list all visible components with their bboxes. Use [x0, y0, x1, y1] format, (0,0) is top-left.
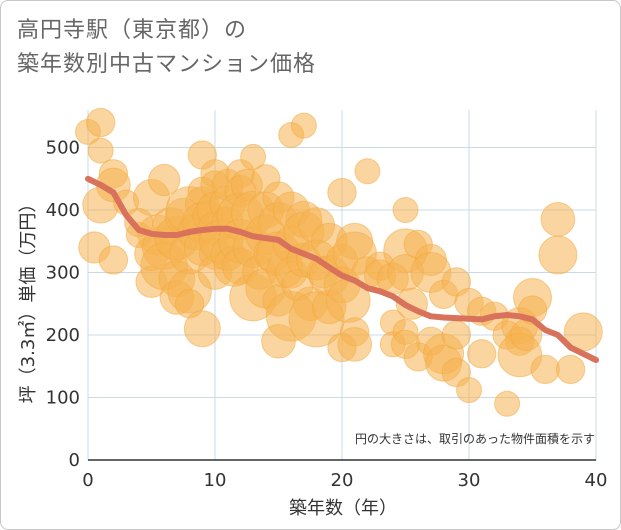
- x-tick-label: 30: [458, 470, 481, 491]
- data-bubble: [327, 177, 357, 208]
- data-bubble: [555, 354, 586, 385]
- data-bubble: [530, 354, 560, 385]
- title-line-2: 築年数別中古マンション価格: [17, 52, 317, 77]
- x-tick-label: 20: [331, 470, 354, 491]
- x-tick-label: 0: [82, 470, 93, 491]
- data-bubble: [240, 143, 267, 170]
- data-bubble: [441, 320, 471, 350]
- bubble-layer: [75, 107, 603, 417]
- y-axis-label: 坪（3.3㎡）単価（万円）: [17, 195, 39, 404]
- bubble-size-note: 円の大きさは、取引のあった物件面積を示す: [355, 431, 595, 446]
- data-bubble: [354, 158, 381, 185]
- data-bubble: [183, 310, 221, 348]
- title-line-1: 高円寺駅（東京都）の: [17, 18, 248, 43]
- data-bubble: [98, 245, 129, 275]
- y-tick-labels: 0 100 200 300 400 500: [46, 138, 80, 472]
- y-tick-label: 100: [46, 388, 80, 409]
- data-bubble: [148, 163, 181, 197]
- y-tick-label: 200: [46, 325, 80, 346]
- x-tick-label: 40: [585, 470, 608, 491]
- trend-line: [85, 175, 599, 363]
- y-tick-label: 400: [46, 200, 80, 221]
- data-bubble: [494, 390, 521, 417]
- x-axis-label: 築年数（年）: [289, 498, 397, 519]
- y-tick-label: 0: [69, 450, 80, 471]
- data-bubble: [392, 197, 419, 223]
- x-tick-labels: 0 10 20 30 40: [82, 470, 607, 491]
- y-tick-label: 300: [46, 263, 80, 284]
- chart-title: 高円寺駅（東京都）の 築年数別中古マンション価格: [17, 14, 316, 82]
- data-bubble: [337, 327, 373, 362]
- x-tick-label: 10: [204, 470, 227, 491]
- data-bubble: [86, 107, 116, 138]
- data-bubble: [538, 235, 578, 275]
- data-bubble: [87, 137, 114, 164]
- y-tick-label: 500: [46, 138, 80, 159]
- data-bubble: [456, 377, 482, 403]
- data-bubble: [290, 112, 317, 139]
- data-bubble: [540, 202, 576, 237]
- data-bubble: [467, 339, 497, 369]
